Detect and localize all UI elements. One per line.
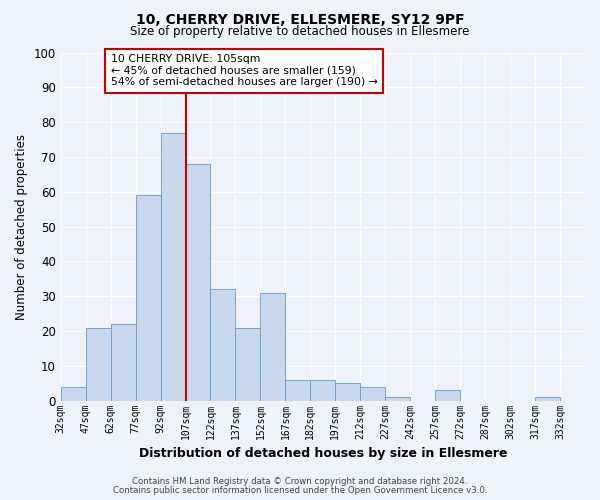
Bar [161,132,185,400]
Text: Contains HM Land Registry data © Crown copyright and database right 2024.: Contains HM Land Registry data © Crown c… [132,477,468,486]
Bar [110,324,136,400]
Bar [360,386,385,400]
Bar [260,292,286,401]
Y-axis label: Number of detached properties: Number of detached properties [15,134,28,320]
X-axis label: Distribution of detached houses by size in Ellesmere: Distribution of detached houses by size … [139,447,507,460]
Bar [385,397,410,400]
Bar [211,289,235,401]
Bar [335,383,360,400]
Text: Contains public sector information licensed under the Open Government Licence v3: Contains public sector information licen… [113,486,487,495]
Bar [310,380,335,400]
Text: Size of property relative to detached houses in Ellesmere: Size of property relative to detached ho… [130,25,470,38]
Bar [185,164,211,400]
Bar [435,390,460,400]
Bar [235,328,260,400]
Bar [86,328,110,400]
Bar [286,380,310,400]
Bar [61,386,86,400]
Bar [136,195,161,400]
Text: 10 CHERRY DRIVE: 105sqm
← 45% of detached houses are smaller (159)
54% of semi-d: 10 CHERRY DRIVE: 105sqm ← 45% of detache… [110,54,377,88]
Text: 10, CHERRY DRIVE, ELLESMERE, SY12 9PF: 10, CHERRY DRIVE, ELLESMERE, SY12 9PF [136,12,464,26]
Bar [535,397,560,400]
